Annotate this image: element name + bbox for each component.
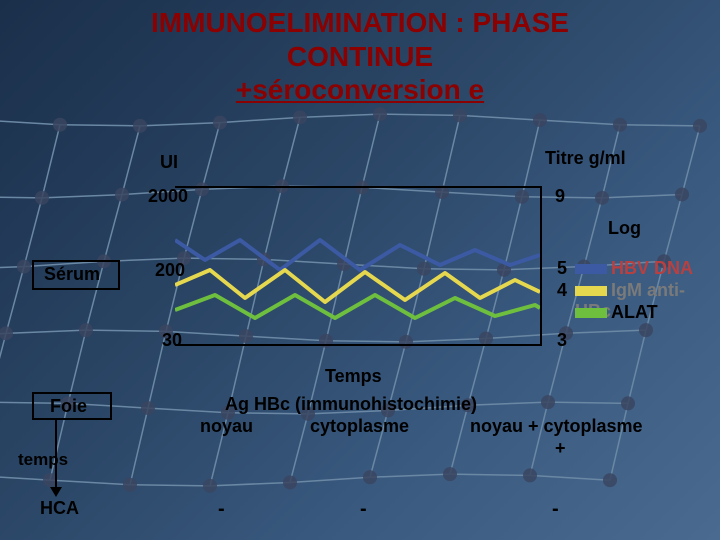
hca-v1: - (218, 498, 225, 521)
title-line-1: IMMUNOELIMINATION : PHASE (151, 7, 569, 38)
y-right-3: 3 (557, 330, 567, 351)
swatch-alat (575, 308, 607, 318)
label-foie: Foie (50, 396, 126, 417)
title-line-3-prefix: + (236, 74, 252, 105)
y-right-5: 5 (557, 258, 567, 279)
ag-col3: noyau + cytoplasme (470, 416, 643, 437)
chart-top-border (175, 186, 542, 188)
swatch-hbv (575, 264, 607, 274)
legend-hbv: HBV DNA (575, 258, 693, 279)
title-line-2: CONTINUE (287, 41, 433, 72)
legend-alat: ALAT (575, 302, 658, 323)
label-temps: Temps (325, 366, 382, 387)
slide-title: IMMUNOELIMINATION : PHASE CONTINUE +séro… (0, 0, 720, 107)
y-right-4: 4 (557, 280, 567, 301)
ag-val3: + (555, 438, 566, 459)
chart-lines (175, 210, 540, 335)
swatch-igm (575, 286, 607, 296)
label-serum: Sérum (44, 264, 128, 285)
hca-v2: - (360, 498, 367, 521)
label-ui: UI (160, 152, 178, 173)
chart-area (175, 210, 540, 335)
chart-bottom-border (175, 344, 542, 346)
ag-col1: noyau (200, 416, 253, 437)
label-temps2: temps (18, 450, 68, 470)
y-right-top: 9 (555, 186, 565, 207)
label-hca: HCA (40, 498, 79, 519)
hca-v3: - (552, 498, 559, 521)
ag-col2: cytoplasme (310, 416, 409, 437)
y-left-top: 2000 (148, 186, 188, 207)
legend-hbv-text: HBV DNA (611, 258, 693, 278)
legend-alat-text: ALAT (611, 302, 658, 322)
label-log: Log (608, 218, 641, 239)
label-titre: Titre g/ml (545, 148, 626, 169)
foie-box: Foie (32, 392, 112, 420)
serum-box: Sérum (32, 260, 120, 290)
ag-header: Ag HBc (immunohistochimie) (225, 394, 477, 415)
chart-right-border (540, 186, 542, 344)
title-line-3: séroconversion e (252, 74, 484, 105)
